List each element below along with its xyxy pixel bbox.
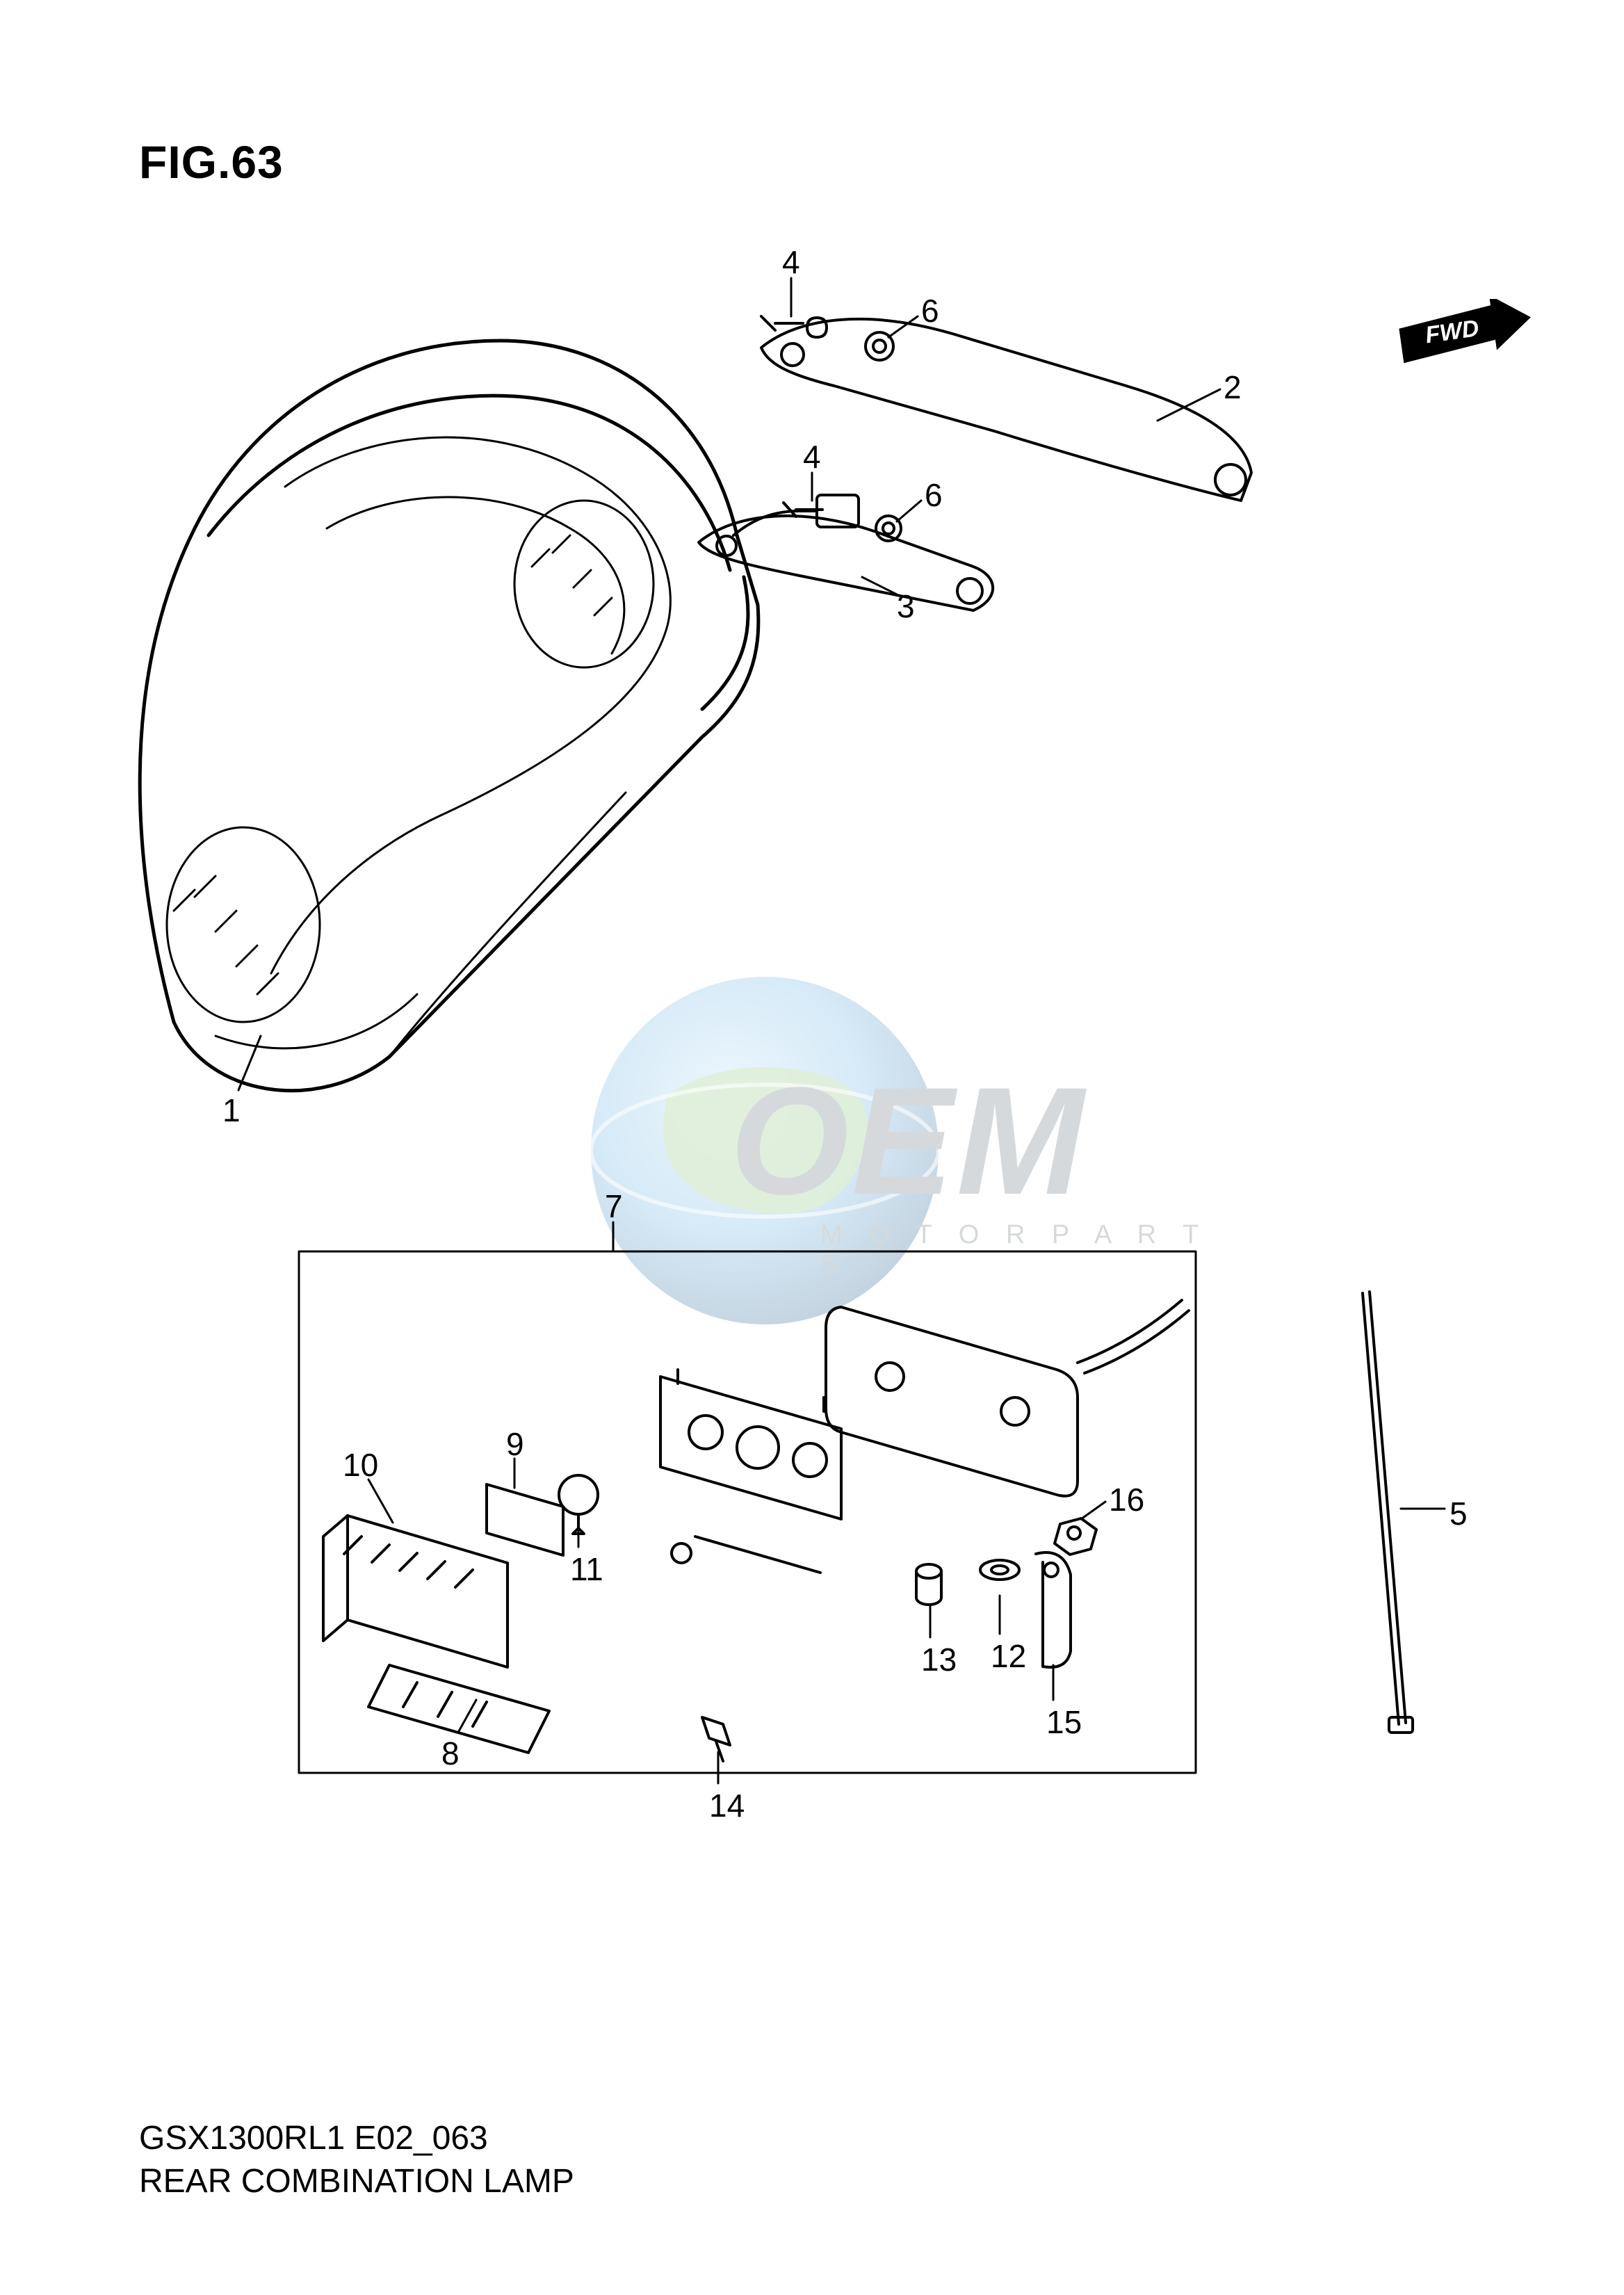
callout-2: 2 (1224, 368, 1242, 406)
callout-10: 10 (343, 1446, 378, 1484)
callout-15: 15 (1046, 1703, 1082, 1741)
callout-6: 6 (921, 292, 939, 330)
callout-9: 9 (506, 1425, 524, 1463)
callout-16: 16 (1109, 1481, 1144, 1518)
callout-8: 8 (441, 1735, 460, 1772)
callout-6: 6 (925, 476, 943, 514)
footer-model-code: GSX1300RL1 E02_063 (139, 2119, 488, 2157)
callout-12: 12 (991, 1637, 1026, 1675)
callout-11: 11 (570, 1550, 603, 1588)
callout-13: 13 (921, 1641, 957, 1678)
callout-4: 4 (782, 243, 800, 281)
callout-5: 5 (1450, 1495, 1468, 1532)
page-root: OEM M O T O R P A R T S (0, 0, 1624, 2295)
callout-4: 4 (803, 438, 821, 476)
callout-14: 14 (709, 1787, 745, 1824)
callout-1: 1 (222, 1092, 241, 1129)
callout-7: 7 (605, 1187, 623, 1225)
fwd-badge: FWD (1390, 299, 1536, 375)
callout-3: 3 (897, 587, 915, 625)
diagram-layer (0, 0, 1624, 2295)
figure-title: FIG.63 (139, 136, 284, 188)
footer-part-name: REAR COMBINATION LAMP (139, 2162, 574, 2200)
